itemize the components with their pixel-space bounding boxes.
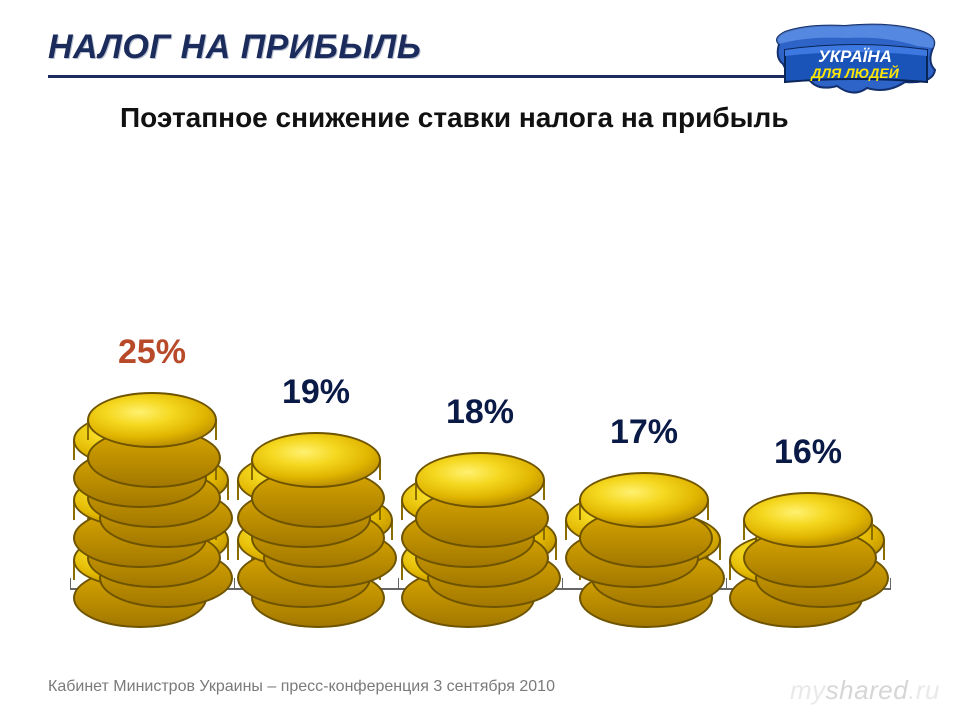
logo-text-line1: УКРАЇНА	[818, 47, 892, 66]
coin-stack-icon	[743, 478, 873, 588]
value-label: 19%	[282, 373, 350, 412]
watermark-prefix: my	[790, 675, 826, 705]
coin-stack-icon	[87, 378, 217, 588]
value-label: 17%	[610, 413, 678, 452]
coin-icon	[579, 472, 709, 528]
logo-text-line2: ДЛЯ ЛЮДЕЙ	[810, 64, 899, 81]
chart-subtitle: Поэтапное снижение ставки налога на приб…	[120, 102, 960, 134]
value-label: 16%	[774, 433, 842, 472]
value-label: 18%	[446, 393, 514, 432]
tax-rate-chart: 201025%201119%201218%201317%201416%	[70, 180, 890, 620]
x-axis-tick	[70, 578, 71, 590]
coin-icon	[251, 432, 381, 488]
chart-column: 16%	[726, 433, 890, 588]
footer-text: Кабинет Министров Украины – пресс-конфер…	[48, 678, 555, 696]
coin-icon	[87, 392, 217, 448]
watermark-suffix: .ru	[908, 675, 940, 705]
x-axis-tick	[890, 578, 891, 590]
coin-icon	[415, 452, 545, 508]
chart-column: 17%	[562, 413, 726, 588]
coin-stack-icon	[579, 458, 709, 588]
value-label: 25%	[118, 333, 186, 372]
chart-column: 19%	[234, 373, 398, 588]
chart-column: 18%	[398, 393, 562, 588]
watermark-bold: shared	[826, 675, 909, 705]
coin-stack-icon	[415, 438, 545, 588]
chart-column: 25%	[70, 333, 234, 588]
brand-logo: УКРАЇНА ДЛЯ ЛЮДЕЙ	[767, 20, 942, 105]
watermark: myshared.ru	[790, 675, 940, 706]
coin-stack-icon	[251, 418, 381, 588]
coin-icon	[743, 492, 873, 548]
